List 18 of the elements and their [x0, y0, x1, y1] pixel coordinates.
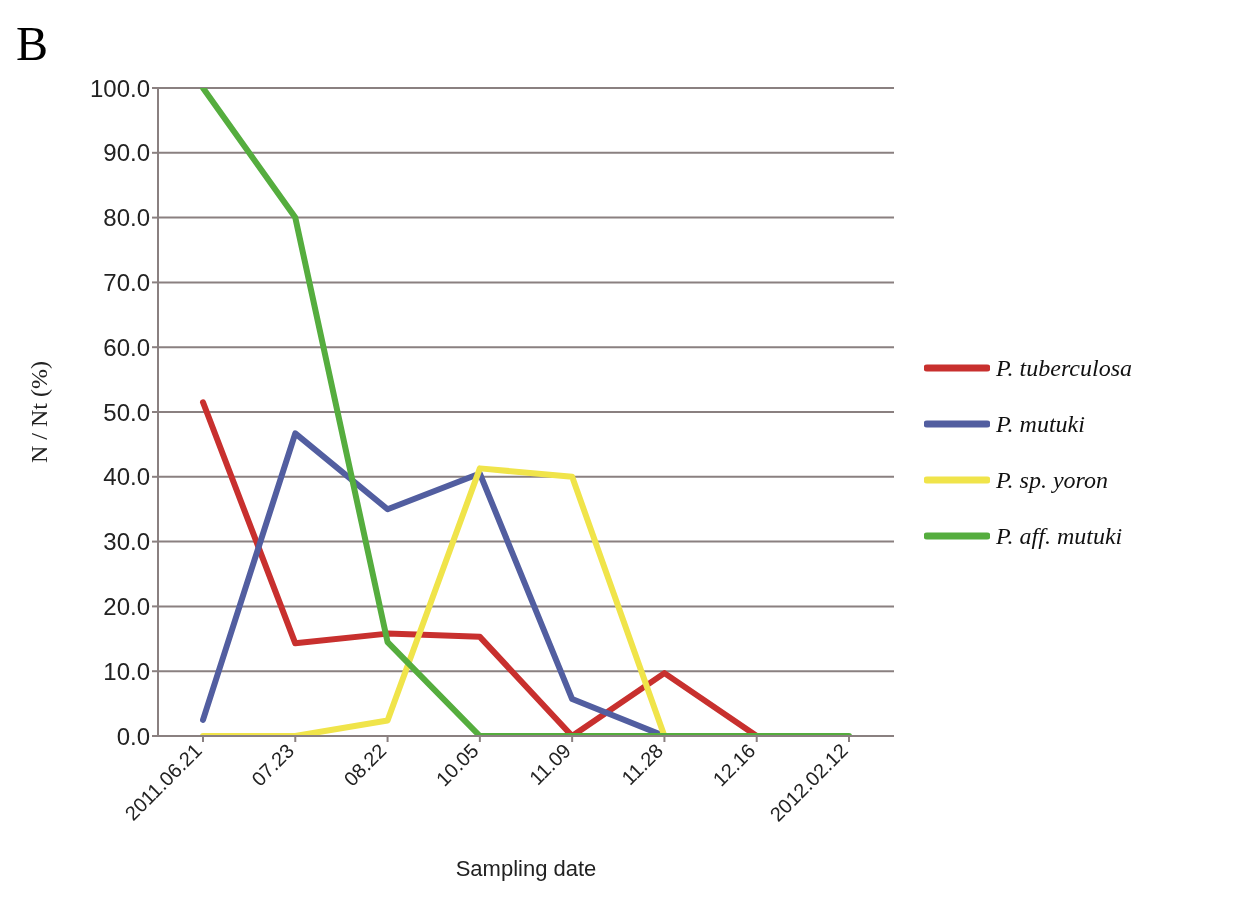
legend-label: P. mutuki [996, 410, 1085, 438]
y-axis-title: N / Nt (%) [25, 361, 52, 463]
y-tick-label: 100.0 [89, 74, 150, 102]
y-tick-label: 70.0 [103, 268, 150, 296]
y-tick-label: 40.0 [103, 463, 150, 491]
text: B [16, 16, 49, 71]
y-tick-label: 0.0 [116, 722, 150, 750]
y-tick-label: 10.0 [103, 657, 150, 685]
y-tick-label: 20.0 [103, 592, 150, 620]
y-tick-label: 60.0 [103, 333, 150, 361]
x-axis-title: Sampling date [455, 856, 597, 881]
legend-label: P. sp. yoron [996, 466, 1109, 494]
y-tick-label: 50.0 [103, 398, 150, 426]
legend-label: P. tuberculosa [996, 354, 1132, 382]
legend-label: P. aff. mutuki [996, 522, 1123, 550]
y-tick-label: 80.0 [103, 204, 150, 232]
y-tick-label: 30.0 [103, 528, 150, 556]
y-tick-label: 90.0 [103, 139, 150, 167]
